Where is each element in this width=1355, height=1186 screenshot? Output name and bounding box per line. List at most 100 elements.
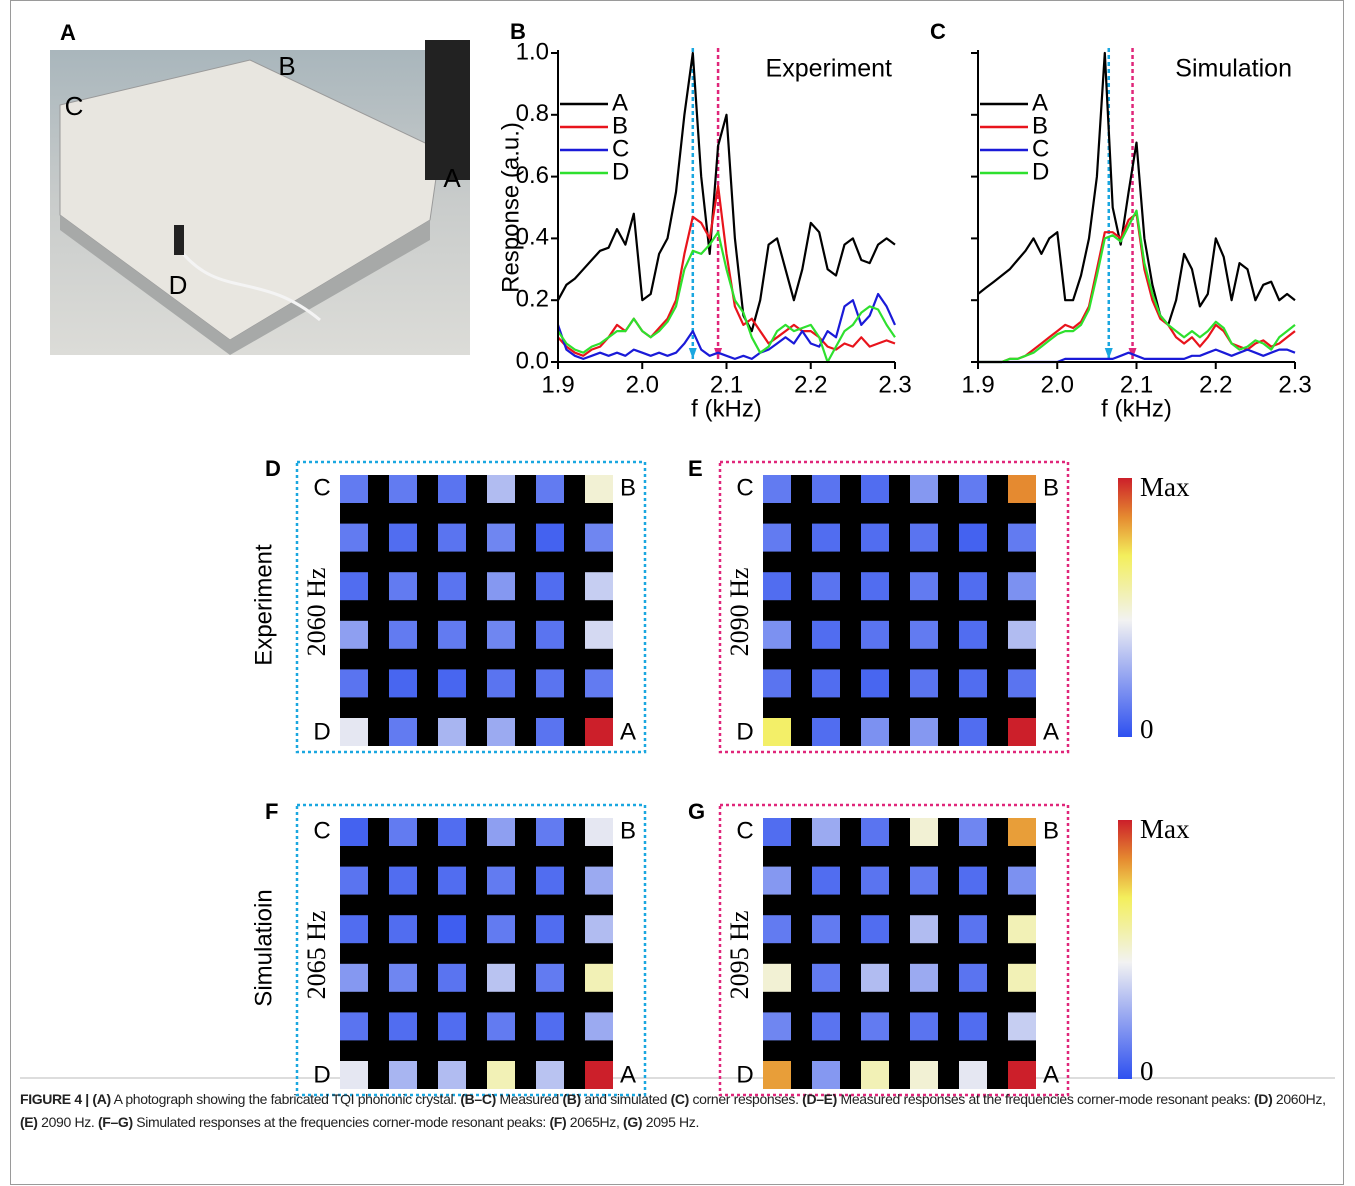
x-tick-label: 1.9 <box>541 371 574 398</box>
row-label: Simulatioin <box>250 889 277 1006</box>
heatmap-cell <box>812 621 840 649</box>
caption-run: (D–E) <box>802 1091 837 1107</box>
heatmap-cell <box>959 718 987 746</box>
caption-run: (B) <box>562 1091 580 1107</box>
heatmap-cell <box>861 1012 889 1040</box>
heatmap-cell <box>763 915 791 943</box>
heatmap-background <box>340 818 613 1089</box>
heatmap-cell <box>812 475 840 503</box>
heatmap-cell <box>1008 818 1036 846</box>
x-tick-label: 2.2 <box>794 371 827 398</box>
heatmap-cell <box>812 867 840 895</box>
caption-run: (G) <box>623 1114 642 1130</box>
heatmap-cell <box>438 621 466 649</box>
caption-run: Measured <box>496 1091 563 1107</box>
heatmap-cell <box>812 718 840 746</box>
heatmap-cell <box>389 1061 417 1089</box>
heatmap-cell <box>536 621 564 649</box>
heatmap-cell <box>487 1061 515 1089</box>
colorbar-label: 0 <box>1140 1056 1154 1086</box>
photo-label: D <box>169 270 188 300</box>
heatmap-cell <box>861 475 889 503</box>
corner-label: A <box>620 718 636 745</box>
heatmap-cell <box>585 524 613 552</box>
caption-run: FIGURE 4 | (A) <box>20 1091 111 1107</box>
heatmap-cell <box>812 1012 840 1040</box>
photo <box>50 40 470 355</box>
heatmap-cell <box>861 818 889 846</box>
x-tick-label: 2.1 <box>1120 371 1153 398</box>
heatmap-cell <box>1008 621 1036 649</box>
heatmap-cell <box>487 964 515 992</box>
heatmap-cell <box>910 867 938 895</box>
heatmap-cell <box>812 572 840 600</box>
y-axis-label: Response (a.u.) <box>497 122 524 293</box>
colorbar-label: 0 <box>1140 714 1154 744</box>
heatmap-cell <box>959 669 987 697</box>
heatmap-cell <box>487 475 515 503</box>
x-tick-label: 2.0 <box>626 371 659 398</box>
colorbar <box>1118 820 1132 1079</box>
x-axis-label: f (kHz) <box>691 395 762 422</box>
caption-run: corner responses. <box>689 1091 802 1107</box>
heatmap-cell <box>438 718 466 746</box>
heatmap-cell <box>389 718 417 746</box>
heatmap-cell <box>585 1012 613 1040</box>
colorbar-label: Max <box>1140 814 1190 844</box>
corner-label: B <box>1043 474 1059 501</box>
colorbar <box>1118 478 1132 737</box>
caption-run: (E) <box>20 1114 38 1130</box>
heatmap-background <box>763 818 1036 1089</box>
heatmap-cell <box>763 1012 791 1040</box>
heatmap-cell <box>536 915 564 943</box>
photo-label: C <box>65 91 84 121</box>
heatmap-cell <box>812 669 840 697</box>
heatmap-cell <box>959 915 987 943</box>
heatmap-cell <box>1008 1012 1036 1040</box>
heatmap-cell <box>959 964 987 992</box>
heatmap-cell <box>389 1012 417 1040</box>
corner-label: D <box>313 1061 330 1088</box>
heatmap-cell <box>763 524 791 552</box>
panel-label: C <box>930 19 946 44</box>
caption-run: 2090 Hz. <box>38 1114 98 1130</box>
heatmap-cell <box>959 621 987 649</box>
heatmap-cell <box>438 572 466 600</box>
heatmap-cell <box>763 621 791 649</box>
photo-sensor <box>174 225 184 255</box>
heatmap-cell <box>438 1012 466 1040</box>
heatmap-cell <box>861 915 889 943</box>
corner-label: A <box>1043 1061 1059 1088</box>
heatmap-cell <box>487 524 515 552</box>
heatmap-cell <box>959 524 987 552</box>
heatmap-cell <box>487 621 515 649</box>
heatmap-cell <box>536 572 564 600</box>
caption-run: 2060Hz, <box>1272 1091 1325 1107</box>
heatmap-cell <box>340 572 368 600</box>
heatmap-cell <box>438 818 466 846</box>
caption-run: 2095 Hz. <box>642 1114 699 1130</box>
y-tick-label: 0.0 <box>516 347 549 374</box>
heatmap-cell <box>487 669 515 697</box>
corner-label: B <box>620 817 636 844</box>
heatmap-cell <box>861 718 889 746</box>
series-line <box>978 214 1295 362</box>
corner-label: D <box>736 1061 753 1088</box>
heatmap-cell <box>585 964 613 992</box>
heatmap-cell <box>585 818 613 846</box>
heatmap-cell <box>1008 915 1036 943</box>
heatmap-cell <box>861 621 889 649</box>
photo-speaker <box>425 40 470 180</box>
caption-run: and simulated <box>581 1091 671 1107</box>
caption: FIGURE 4 | (A) A photograph showing the … <box>20 1088 1338 1134</box>
heatmap-cell <box>812 915 840 943</box>
heatmap-cell <box>340 1061 368 1089</box>
heatmap-cell <box>910 1012 938 1040</box>
y-tick-label: 1.0 <box>516 38 549 65</box>
caption-run: Measured responses at the frequencies co… <box>837 1091 1254 1107</box>
x-axis-label: f (kHz) <box>1101 395 1172 422</box>
corner-label: B <box>1043 817 1059 844</box>
heatmap-cell <box>389 818 417 846</box>
